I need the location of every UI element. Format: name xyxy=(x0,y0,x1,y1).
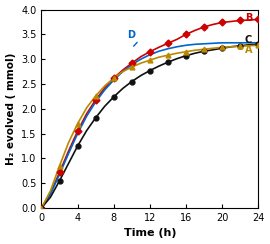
Text: A: A xyxy=(245,45,252,55)
X-axis label: Time (h): Time (h) xyxy=(124,228,176,238)
Text: D: D xyxy=(127,30,135,40)
Text: C: C xyxy=(245,35,252,45)
Text: B: B xyxy=(245,13,252,23)
Y-axis label: H₂ evolved ( mmol): H₂ evolved ( mmol) xyxy=(6,53,16,165)
